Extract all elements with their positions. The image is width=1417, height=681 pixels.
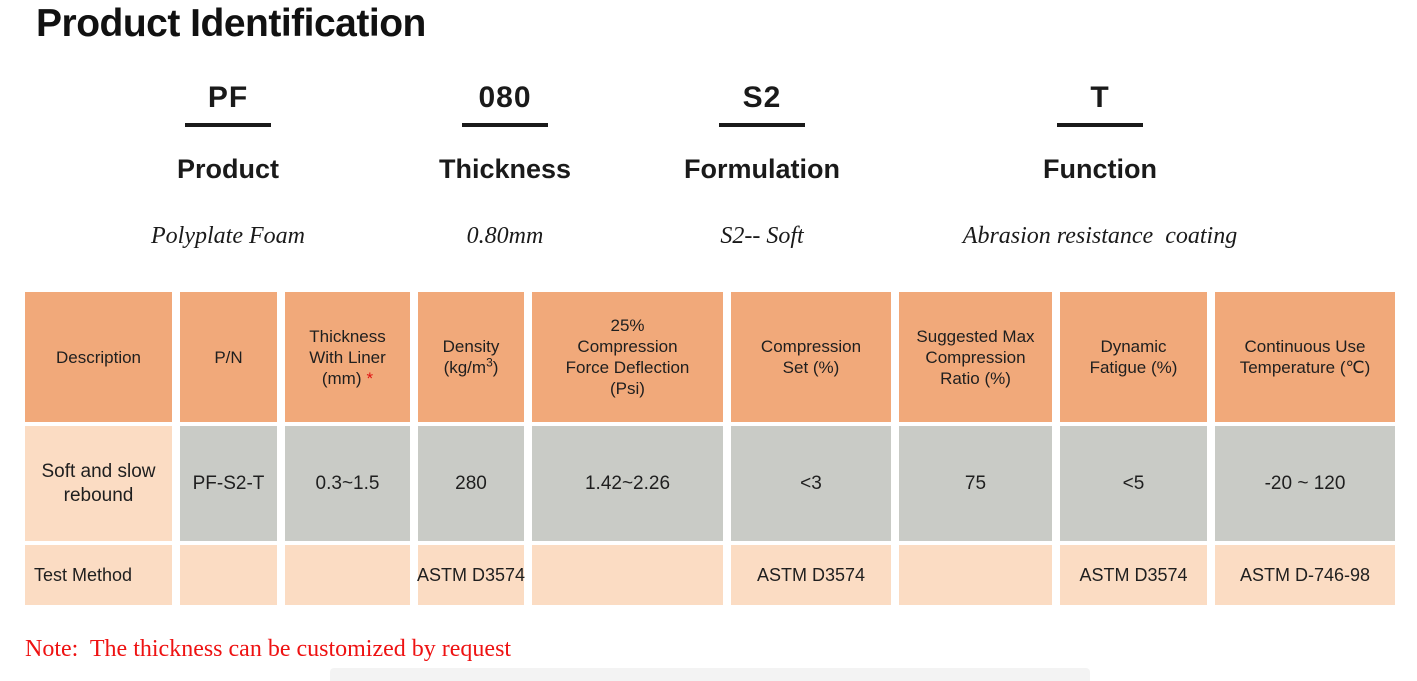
code-label-thickness: Thickness <box>438 154 572 184</box>
code-label-formulation: Formulation <box>684 154 840 184</box>
required-asterisk: * <box>366 368 374 388</box>
code-label-product: Product <box>176 154 279 184</box>
cell-test-method-thickness <box>285 545 410 605</box>
code-description-thickness: 0.80mm <box>466 223 544 249</box>
code-description-function: Abrasion resistance coating <box>962 223 1238 249</box>
code-value-function: T <box>1090 81 1110 114</box>
cell-test-method-compression-set: ASTM D3574 <box>731 545 891 605</box>
cell-pn-value: PF-S2-T <box>180 426 277 541</box>
page-title: Product Identification <box>36 2 426 45</box>
row-label-soft-and-slow-rebound: Soft and slow rebound <box>25 426 172 541</box>
header-pn: P/N <box>180 292 277 422</box>
cell-thickness-value: 0.3~1.5 <box>285 426 410 541</box>
cell-compression-set-value: <3 <box>731 426 891 541</box>
cell-dynamic-fatigue-value: <5 <box>1060 426 1207 541</box>
cell-test-method-density: ASTM D3574 <box>417 545 525 605</box>
header-continuous-use-temperature: Continuous Use Temperature (℃) <box>1215 292 1395 422</box>
code-value-formulation: S2 <box>742 81 782 114</box>
partial-next-element-strip <box>330 668 1090 681</box>
code-description-product: Polyplate Foam <box>151 223 305 249</box>
cell-density-value: 280 <box>418 426 524 541</box>
code-underline <box>719 123 805 127</box>
note-text: Note: The thickness can be customized by… <box>25 636 512 662</box>
cell-test-method-cfd <box>532 545 723 605</box>
code-segment-function: T Function Abrasion resistance coating <box>930 80 1270 251</box>
header-compression-set: Compression Set (%) <box>731 292 891 422</box>
code-value-product: PF <box>207 81 249 114</box>
header-thickness-with-liner: Thickness With Liner (mm) * <box>285 292 410 422</box>
superscript-3: 3 <box>486 355 493 370</box>
code-segment-thickness: 080 Thickness 0.80mm <box>405 80 605 251</box>
header-compression-force-deflection: 25% Compression Force Deflection (Psi) <box>532 292 723 422</box>
code-underline <box>1057 123 1143 127</box>
code-segment-formulation: S2 Formulation S2-- Soft <box>662 80 862 251</box>
header-dynamic-fatigue: Dynamic Fatigue (%) <box>1060 292 1207 422</box>
cell-temperature-value: -20 ~ 120 <box>1215 426 1395 541</box>
cell-test-method-max-compression-ratio <box>899 545 1052 605</box>
header-suggested-max-compression-ratio: Suggested Max Compression Ratio (%) <box>899 292 1052 422</box>
code-label-function: Function <box>1043 154 1157 184</box>
cell-cfd-value: 1.42~2.26 <box>532 426 723 541</box>
spec-table: Description P/N Thickness With Liner (mm… <box>25 292 1395 605</box>
cell-test-method-pn <box>180 545 277 605</box>
row-label-test-method: Test Method <box>25 545 172 605</box>
cell-max-compression-ratio-value: 75 <box>899 426 1052 541</box>
code-underline <box>185 123 271 127</box>
cell-test-method-temperature: ASTM D-746-98 <box>1215 545 1395 605</box>
code-value-thickness: 080 <box>478 81 532 114</box>
code-description-formulation: S2-- Soft <box>720 223 804 249</box>
cell-test-method-dynamic-fatigue: ASTM D3574 <box>1060 545 1207 605</box>
header-description: Description <box>25 292 172 422</box>
code-segment-product: PF Product Polyplate Foam <box>128 80 328 251</box>
header-density: Density (kg/m3) <box>418 292 524 422</box>
code-underline <box>462 123 548 127</box>
